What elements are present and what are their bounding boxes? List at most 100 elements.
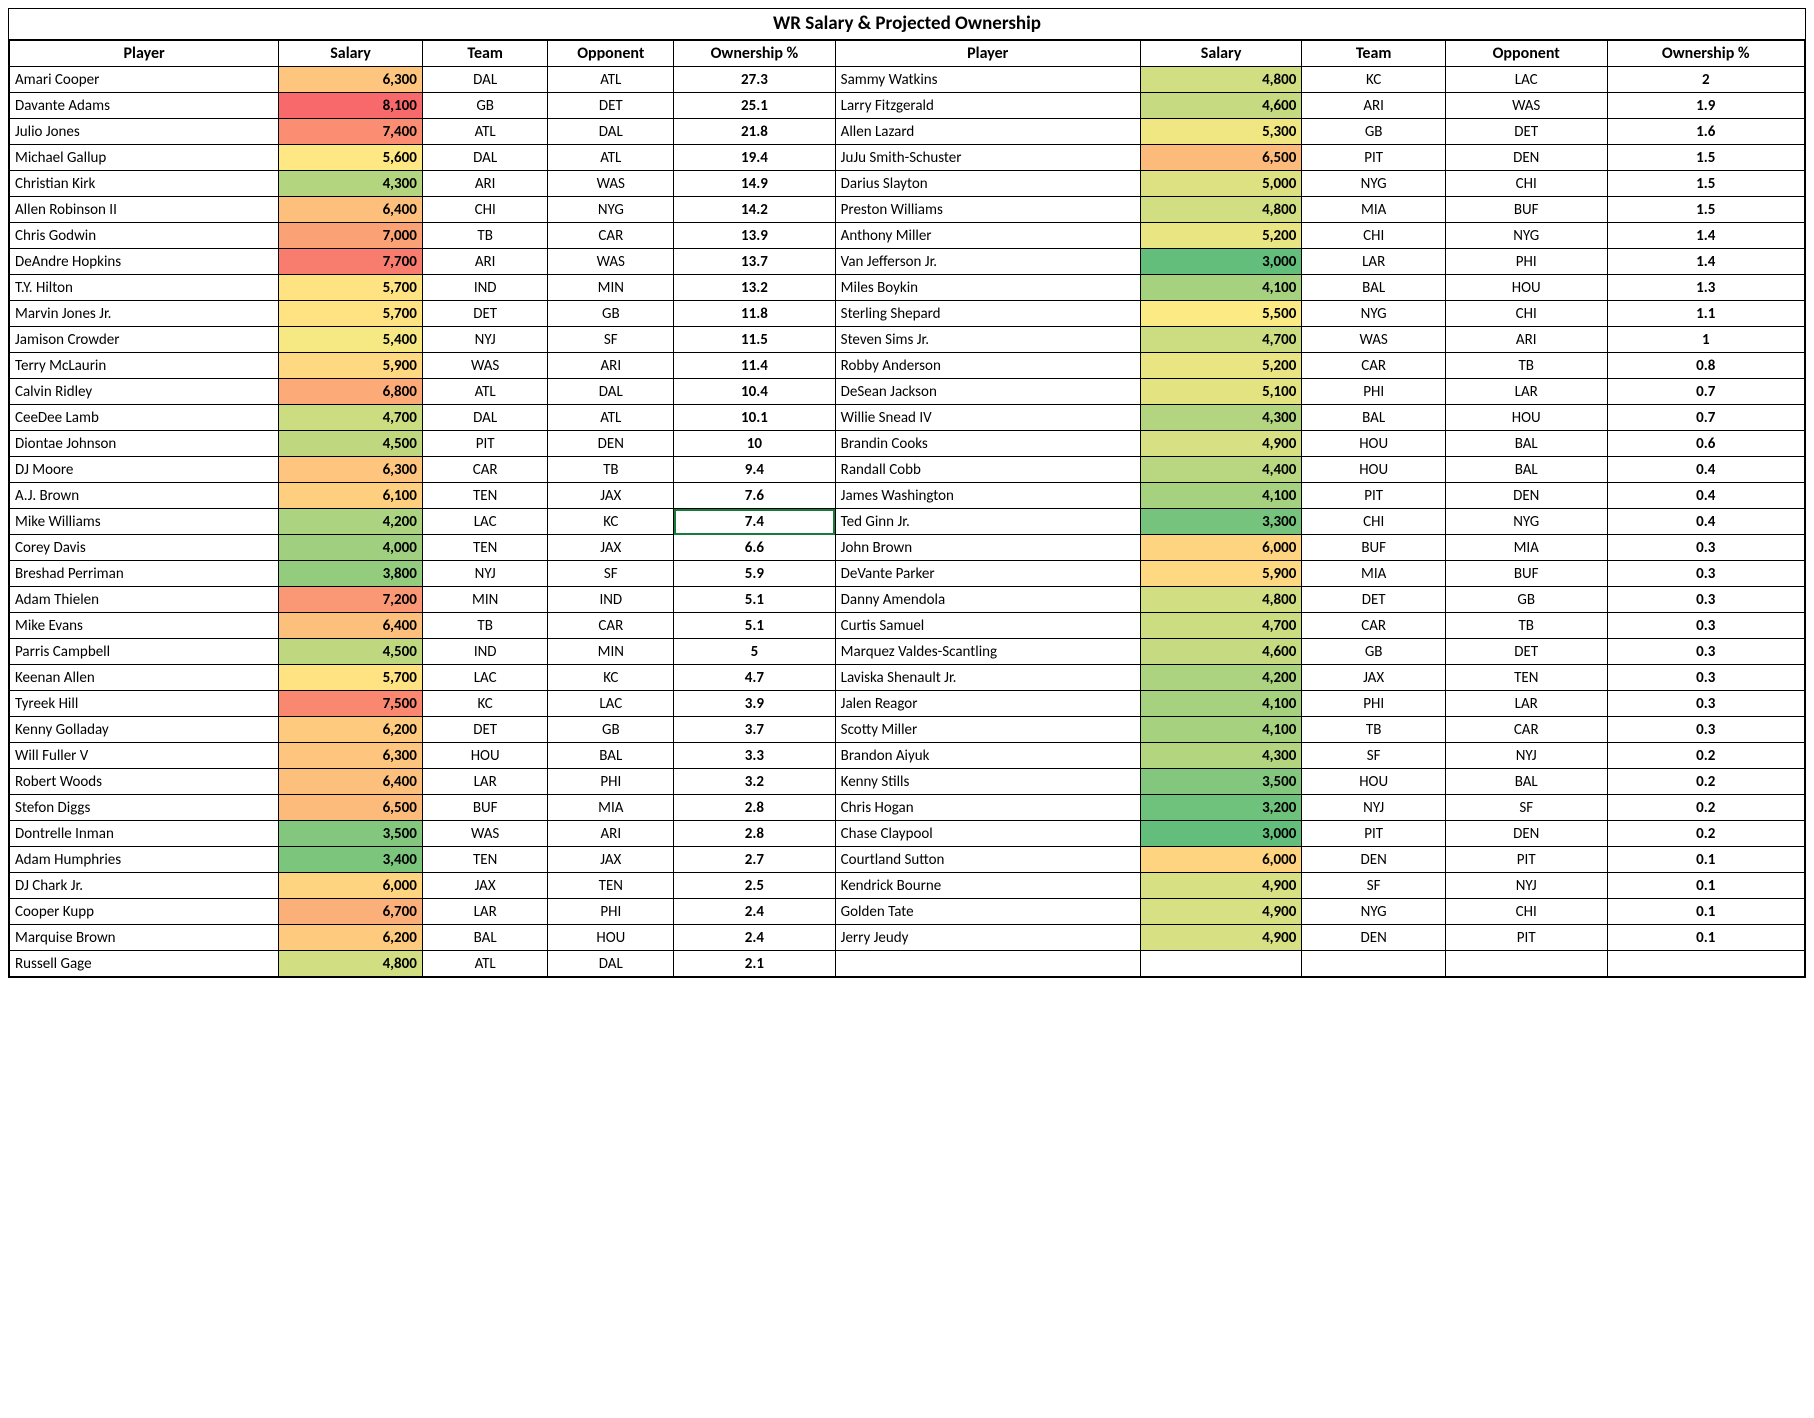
player-cell: Adam Humphries — [10, 847, 279, 873]
opponent-cell: JAX — [548, 847, 674, 873]
salary-cell: 6,400 — [279, 613, 423, 639]
opponent-cell: PHI — [548, 899, 674, 925]
ownership-cell: 13.7 — [674, 249, 836, 275]
salary-cell: 5,700 — [279, 275, 423, 301]
team-cell: MIA — [1302, 197, 1446, 223]
player-cell: Golden Tate — [835, 899, 1140, 925]
ownership-cell: 2.4 — [674, 925, 836, 951]
opponent-cell: ARI — [1445, 327, 1607, 353]
ownership-cell: 0.4 — [1607, 509, 1805, 535]
salary-cell: 4,800 — [1140, 197, 1302, 223]
opponent-cell: HOU — [1445, 405, 1607, 431]
salary-cell: 7,000 — [279, 223, 423, 249]
ownership-cell: 0.1 — [1607, 899, 1805, 925]
team-cell: ARI — [1302, 93, 1446, 119]
team-cell: TB — [422, 613, 548, 639]
opponent-cell: ARI — [548, 353, 674, 379]
salary-cell: 4,100 — [1140, 275, 1302, 301]
player-cell: Davante Adams — [10, 93, 279, 119]
opponent-cell: CAR — [1445, 717, 1607, 743]
header-salary-l: Salary — [279, 41, 423, 67]
ownership-cell: 1.9 — [1607, 93, 1805, 119]
opponent-cell: BAL — [1445, 457, 1607, 483]
ownership-cell: 3.7 — [674, 717, 836, 743]
player-cell: Ted Ginn Jr. — [835, 509, 1140, 535]
ownership-cell: 0.2 — [1607, 743, 1805, 769]
player-cell: Marquise Brown — [10, 925, 279, 951]
opponent-cell: CHI — [1445, 899, 1607, 925]
team-cell: TEN — [422, 535, 548, 561]
opponent-cell: SF — [1445, 795, 1607, 821]
salary-cell: 4,600 — [1140, 93, 1302, 119]
opponent-cell: TEN — [548, 873, 674, 899]
salary-cell: 4,500 — [279, 639, 423, 665]
team-cell: KC — [1302, 67, 1446, 93]
opponent-cell: NYG — [1445, 509, 1607, 535]
salary-cell: 4,100 — [1140, 717, 1302, 743]
player-cell: Larry Fitzgerald — [835, 93, 1140, 119]
opponent-cell: DET — [1445, 119, 1607, 145]
ownership-cell: 1.6 — [1607, 119, 1805, 145]
ownership-cell: 13.9 — [674, 223, 836, 249]
player-cell: Jamison Crowder — [10, 327, 279, 353]
team-cell: DAL — [422, 405, 548, 431]
opponent-cell: MIN — [548, 639, 674, 665]
team-cell: WAS — [422, 821, 548, 847]
player-cell: DeVante Parker — [835, 561, 1140, 587]
table-row: Adam Thielen7,200MININD5.1Danny Amendola… — [10, 587, 1805, 613]
player-cell: Dontrelle Inman — [10, 821, 279, 847]
ownership-cell: 7.6 — [674, 483, 836, 509]
player-cell: Mike Williams — [10, 509, 279, 535]
salary-cell: 5,400 — [279, 327, 423, 353]
salary-ownership-table: WR Salary & Projected Ownership Player S… — [8, 8, 1806, 978]
salary-cell: 4,100 — [1140, 483, 1302, 509]
player-cell: Sterling Shepard — [835, 301, 1140, 327]
salary-cell: 4,900 — [1140, 431, 1302, 457]
ownership-cell: 1.5 — [1607, 171, 1805, 197]
table-row: Keenan Allen5,700LACKC4.7Laviska Shenaul… — [10, 665, 1805, 691]
salary-cell: 6,800 — [279, 379, 423, 405]
ownership-cell: 11.4 — [674, 353, 836, 379]
opponent-cell: PHI — [548, 769, 674, 795]
salary-cell: 6,300 — [279, 67, 423, 93]
ownership-cell: 14.2 — [674, 197, 836, 223]
team-cell: LAR — [422, 899, 548, 925]
opponent-cell: SF — [548, 327, 674, 353]
team-cell: HOU — [1302, 431, 1446, 457]
salary-cell: 6,200 — [279, 717, 423, 743]
team-cell: MIN — [422, 587, 548, 613]
player-cell: Allen Robinson II — [10, 197, 279, 223]
team-cell: TEN — [422, 847, 548, 873]
opponent-cell: TB — [548, 457, 674, 483]
ownership-cell: 0.6 — [1607, 431, 1805, 457]
table-title: WR Salary & Projected Ownership — [9, 9, 1805, 40]
salary-cell: 4,200 — [1140, 665, 1302, 691]
opponent-cell: NYJ — [1445, 743, 1607, 769]
salary-cell: 6,400 — [279, 197, 423, 223]
team-cell: ARI — [422, 171, 548, 197]
player-cell: Kenny Stills — [835, 769, 1140, 795]
header-own-r: Ownership % — [1607, 41, 1805, 67]
player-cell: DJ Chark Jr. — [10, 873, 279, 899]
header-player-r: Player — [835, 41, 1140, 67]
team-cell: SF — [1302, 743, 1446, 769]
opponent-cell: WAS — [548, 171, 674, 197]
player-cell: Corey Davis — [10, 535, 279, 561]
ownership-cell: 3.9 — [674, 691, 836, 717]
table-row: Terry McLaurin5,900WASARI11.4Robby Ander… — [10, 353, 1805, 379]
team-cell — [1302, 951, 1446, 977]
player-cell: CeeDee Lamb — [10, 405, 279, 431]
team-cell: CHI — [422, 197, 548, 223]
salary-cell: 5,200 — [1140, 223, 1302, 249]
player-cell: Calvin Ridley — [10, 379, 279, 405]
player-cell: Breshad Perriman — [10, 561, 279, 587]
salary-cell: 6,500 — [1140, 145, 1302, 171]
ownership-cell: 27.3 — [674, 67, 836, 93]
table-row: Will Fuller V6,300HOUBAL3.3Brandon Aiyuk… — [10, 743, 1805, 769]
player-cell: Chris Hogan — [835, 795, 1140, 821]
salary-cell: 4,700 — [1140, 327, 1302, 353]
salary-cell: 4,100 — [1140, 691, 1302, 717]
opponent-cell: NYG — [1445, 223, 1607, 249]
opponent-cell: LAR — [1445, 379, 1607, 405]
team-cell: NYG — [1302, 171, 1446, 197]
